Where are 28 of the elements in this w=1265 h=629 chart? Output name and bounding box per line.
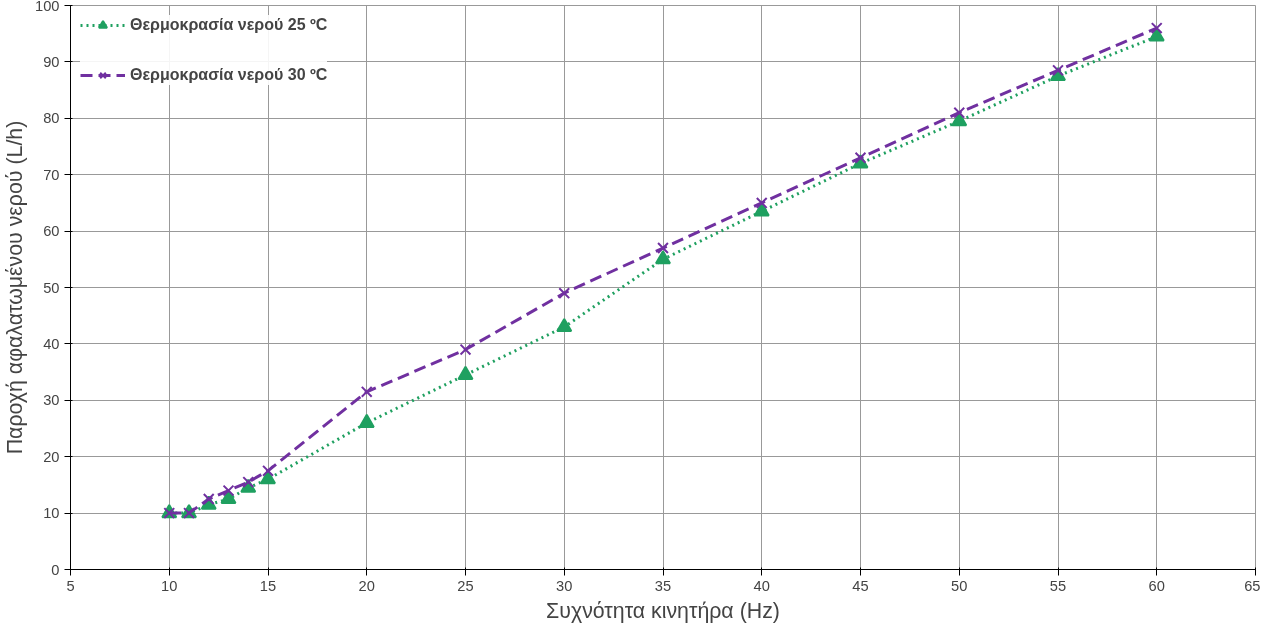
- x-tick-label: 35: [654, 577, 672, 594]
- x-tick-label: 20: [358, 577, 375, 594]
- y-axis-title: Παροχή αφαλατωμένου νερού (L/h): [3, 120, 28, 455]
- x-axis-title: Συχνότητα κινητήρα (Hz): [546, 598, 780, 623]
- x-tick-label: 65: [1244, 577, 1261, 594]
- x-tick-label: 5: [66, 577, 75, 594]
- y-tick-label: 80: [43, 110, 60, 127]
- y-tick-label: 90: [43, 53, 60, 70]
- y-tick-label: 30: [43, 392, 60, 409]
- y-tick-label: 50: [43, 279, 60, 296]
- y-tick-label: 60: [43, 223, 60, 240]
- x-tick-label: 10: [161, 577, 178, 594]
- y-tick-label: 10: [43, 505, 60, 522]
- y-tick-label: 0: [51, 561, 60, 578]
- legend-label: Θερμοκρασία νερού 30 ºC: [130, 66, 328, 84]
- y-tick-label: 20: [43, 448, 60, 465]
- y-tick-label: 40: [43, 335, 60, 352]
- x-tick-label: 50: [951, 577, 968, 594]
- x-tick-label: 30: [556, 577, 573, 594]
- x-tick-label: 45: [852, 577, 869, 594]
- x-tick-label: 55: [1049, 577, 1067, 594]
- y-tick-label: 70: [43, 166, 60, 183]
- x-tick-label: 60: [1148, 577, 1165, 594]
- y-tick-label: 100: [35, 0, 60, 14]
- x-tick-label: 25: [457, 577, 474, 594]
- x-tick-label: 15: [259, 577, 277, 594]
- x-tick-label: 40: [753, 577, 770, 594]
- legend-label: Θερμοκρασία νερού 25 ºC: [130, 16, 328, 34]
